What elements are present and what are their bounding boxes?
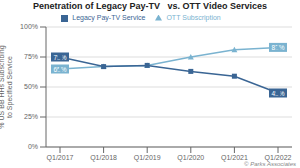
svg-text:Q1/2020: Q1/2020	[177, 154, 204, 162]
svg-text:Q1/2018: Q1/2018	[90, 154, 117, 162]
svg-text:45%: 45%	[271, 90, 284, 97]
html-text:OTT Subscription: OTT Subscription	[166, 14, 221, 21]
svg-text:100%: 100%	[20, 23, 38, 30]
svg-text:% US BB HHs Subscribingto Spec: % US BB HHs Subscribingto Specified Serv…	[8, 45, 14, 128]
html-text:Penetration of Legacy Pay-TV v: Penetration of Legacy Pay-TV vs. OTT Vid…	[33, 1, 267, 11]
svg-text:0%: 0%	[28, 143, 38, 150]
svg-text:25%: 25%	[24, 113, 38, 120]
svg-text:50%: 50%	[24, 83, 38, 90]
svg-text:83%: 83%	[271, 44, 284, 51]
svg-text:Q1/2022: Q1/2022	[265, 154, 292, 162]
svg-text:65%: 65%	[53, 66, 66, 73]
svg-text:75%: 75%	[53, 54, 66, 61]
svg-text:Q1/2017: Q1/2017	[47, 154, 74, 162]
html-text:Legacy Pay-TV Service: Legacy Pay-TV Service	[72, 14, 146, 21]
svg-text:Q1/2021: Q1/2021	[221, 154, 248, 162]
svg-text:75%: 75%	[24, 53, 38, 60]
svg-text:Q1/2019: Q1/2019	[134, 154, 161, 162]
html-text:© Parks Associates: © Parks Associates	[244, 161, 296, 167]
